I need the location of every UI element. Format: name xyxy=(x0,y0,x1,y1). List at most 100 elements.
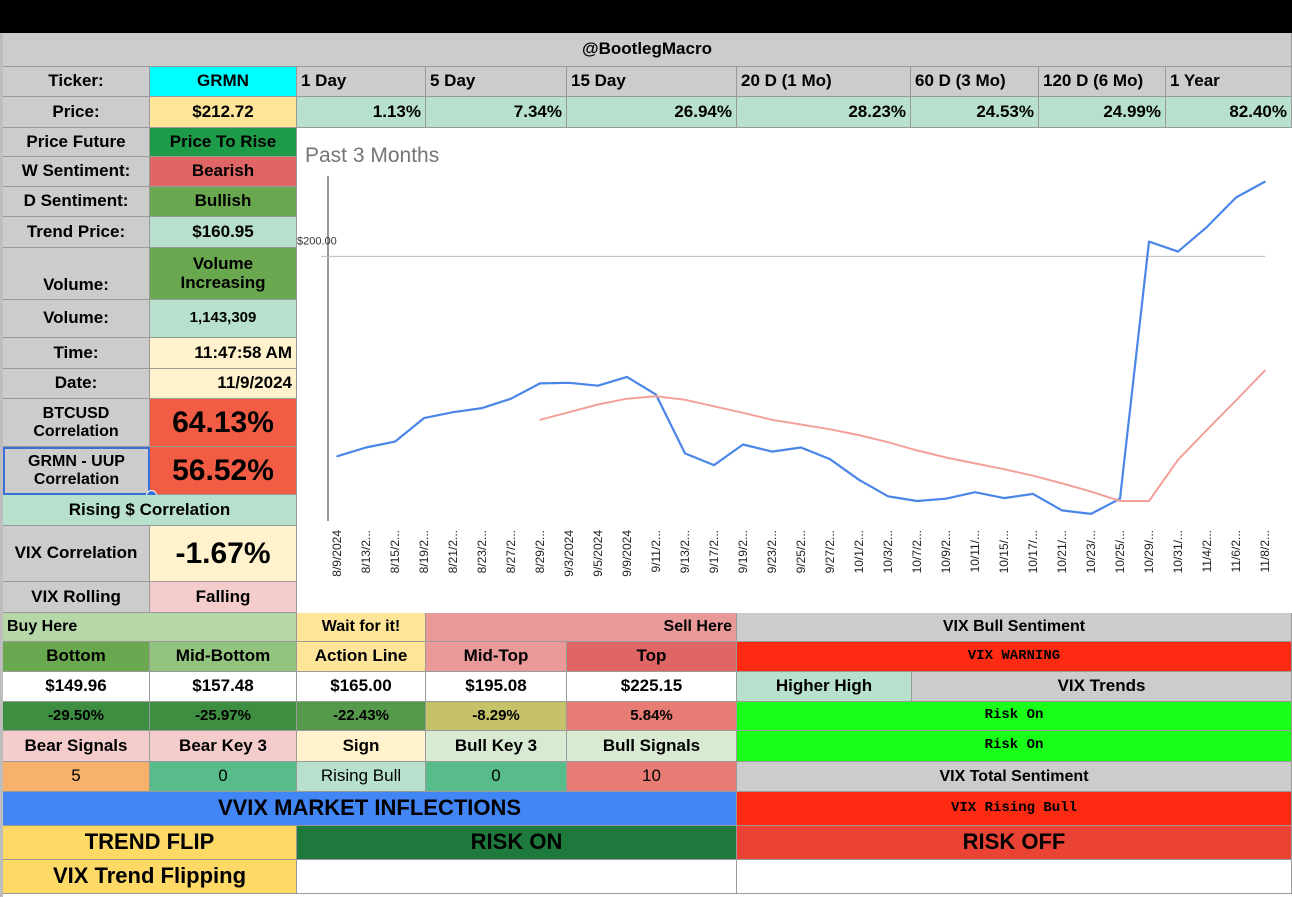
x-tick-label: 10/3/2... xyxy=(881,530,895,573)
price-point xyxy=(1264,180,1266,183)
period-20d: 20 D (1 Mo) xyxy=(737,67,911,97)
level-bottom-price: $149.96 xyxy=(3,672,150,702)
trend-point xyxy=(800,423,802,426)
empty-cell-right[interactable] xyxy=(737,860,1292,894)
vix-correlation-value[interactable]: -1.67% xyxy=(150,526,297,582)
sign-value: Rising Bull xyxy=(297,762,426,792)
chart-title: Past 3 Months xyxy=(305,144,439,167)
bear-signals-header: Bear Signals xyxy=(3,731,150,762)
trend-point xyxy=(1264,369,1266,372)
price-point xyxy=(1003,497,1005,499)
ticker-label: Ticker: xyxy=(3,67,150,97)
level-midtop-price: $195.08 xyxy=(426,672,567,702)
price-point xyxy=(452,411,454,414)
price-future-label: Price Future xyxy=(3,128,150,157)
price-point xyxy=(1119,497,1121,500)
x-tick-label: 9/11/2... xyxy=(649,530,663,572)
x-tick-label: 8/27/2... xyxy=(504,530,518,573)
handle-banner: @BootlegMacro xyxy=(3,33,1292,67)
ticker-value[interactable]: GRMN xyxy=(150,67,297,97)
trend-point xyxy=(655,395,657,398)
trend-point xyxy=(829,428,831,431)
level-action-header: Action Line xyxy=(297,642,426,672)
price-point xyxy=(684,452,686,455)
price-point xyxy=(771,450,773,453)
price-point xyxy=(945,497,947,500)
x-tick-label: 11/8/2... xyxy=(1258,530,1272,572)
w-sentiment-label: W Sentiment: xyxy=(3,157,150,187)
trend-point xyxy=(1206,429,1208,431)
price-point xyxy=(1235,196,1237,199)
price-future-value[interactable]: Price To Rise xyxy=(150,128,297,157)
btc-correlation-label: BTCUSD Correlation xyxy=(3,399,150,447)
vvix-inflections-title: VVIX MARKET INFLECTIONS xyxy=(3,792,737,826)
price-point xyxy=(394,440,396,443)
vix-rolling-value[interactable]: Falling xyxy=(150,582,297,613)
empty-cell-mid[interactable] xyxy=(297,860,737,894)
price-point xyxy=(539,382,541,385)
price-point xyxy=(1032,493,1034,495)
uup-correlation-value[interactable]: 56.52% xyxy=(150,447,297,495)
price-point xyxy=(858,479,860,481)
vix-correlation-label: VIX Correlation xyxy=(3,526,150,582)
price-value[interactable]: $212.72 xyxy=(150,97,297,128)
level-midbottom-header: Mid-Bottom xyxy=(150,642,297,672)
price-point xyxy=(510,397,512,400)
bull-signals-header: Bull Signals xyxy=(567,731,737,762)
x-tick-label: 10/9/2... xyxy=(939,530,953,573)
date-label: Date: xyxy=(3,369,150,399)
trend-flip: TREND FLIP xyxy=(3,826,297,860)
period-120d: 120 D (6 Mo) xyxy=(1039,67,1166,97)
x-tick-label: 10/31/... xyxy=(1171,530,1185,573)
price-point xyxy=(713,464,715,466)
btc-correlation-value[interactable]: 64.13% xyxy=(150,399,297,447)
d-sentiment-value[interactable]: Bullish xyxy=(150,187,297,217)
level-midbottom-pct: -25.97% xyxy=(150,702,297,731)
trend-point xyxy=(1090,490,1092,493)
trend-point xyxy=(1148,500,1150,502)
price-point xyxy=(1177,250,1179,253)
price-point xyxy=(655,393,657,396)
x-tick-label: 10/7/2... xyxy=(910,530,924,573)
price-point xyxy=(1206,226,1208,228)
volume-count[interactable]: 1,143,309 xyxy=(150,300,297,338)
level-bottom-header: Bottom xyxy=(3,642,150,672)
volume-label: Volume: xyxy=(3,248,150,300)
x-tick-label: 10/15/... xyxy=(997,530,1011,573)
level-midtop-pct: -8.29% xyxy=(426,702,567,731)
uup-correlation-label[interactable]: GRMN - UUP Correlation xyxy=(3,447,150,495)
risk-on-2: Risk On xyxy=(737,731,1292,762)
level-midbottom-price: $157.48 xyxy=(150,672,297,702)
return-1y: 82.40% xyxy=(1166,97,1292,128)
wait-label: Wait for it! xyxy=(297,613,426,642)
w-sentiment-value[interactable]: Bearish xyxy=(150,157,297,187)
time-value[interactable]: 11:47:58 AM xyxy=(150,338,297,369)
return-5d: 7.34% xyxy=(426,97,567,128)
price-point xyxy=(1148,240,1150,243)
sign-header: Sign xyxy=(297,731,426,762)
price-point xyxy=(800,446,802,449)
buy-here-label: Buy Here xyxy=(3,613,297,642)
trend-point xyxy=(713,405,715,408)
x-tick-label: 9/17/2... xyxy=(707,530,721,573)
trend-point xyxy=(916,449,918,452)
trend-point xyxy=(887,441,889,444)
price-series-line xyxy=(336,180,1266,515)
price-point xyxy=(1090,513,1092,515)
x-tick-label: 8/21/2... xyxy=(446,530,460,573)
price-point xyxy=(887,495,889,498)
left-gutter xyxy=(0,33,3,897)
trend-point xyxy=(1032,474,1034,477)
date-value[interactable]: 11/9/2024 xyxy=(150,369,297,399)
x-tick-label: 8/29/2... xyxy=(533,530,547,573)
trend-price-value[interactable]: $160.95 xyxy=(150,217,297,248)
level-midtop-header: Mid-Top xyxy=(426,642,567,672)
price-point xyxy=(742,443,744,446)
bull-key3-header: Bull Key 3 xyxy=(426,731,567,762)
rising-correlation: Rising $ Correlation xyxy=(3,495,297,526)
volume-status[interactable]: Volume Increasing xyxy=(150,248,297,300)
trend-point xyxy=(684,399,686,401)
period-1d: 1 Day xyxy=(297,67,426,97)
period-1y: 1 Year xyxy=(1166,67,1292,97)
price-point xyxy=(829,458,831,461)
